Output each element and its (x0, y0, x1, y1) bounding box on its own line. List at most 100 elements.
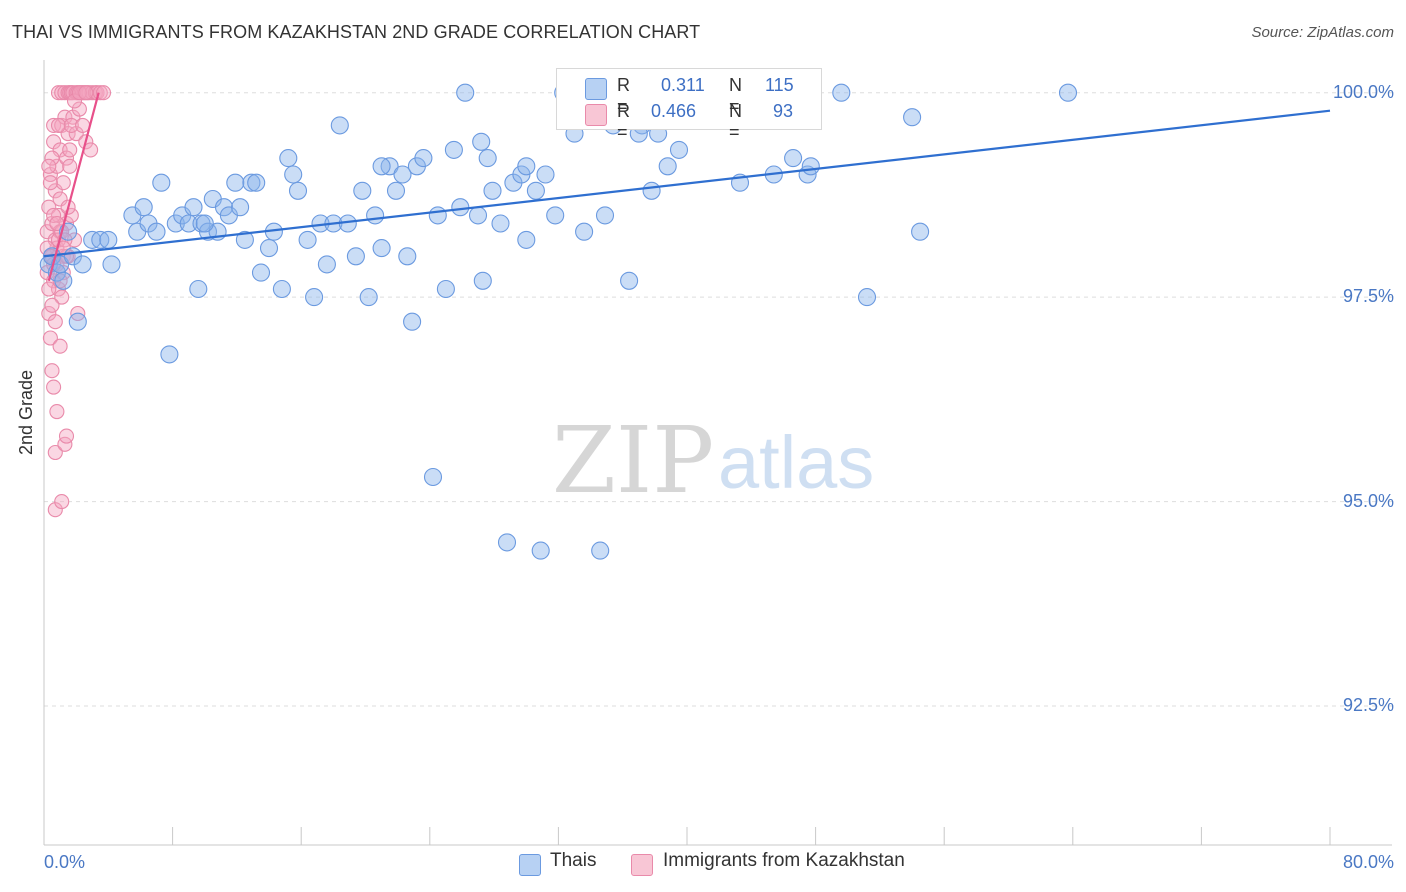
axes (43, 60, 1392, 846)
trend-lines (43, 92, 1331, 282)
thais-point-112 (372, 157, 391, 176)
legend-stats-box: R = 0.311 N = 115 R = 0.466 N = 93 (556, 68, 822, 142)
thais-point-64 (436, 279, 455, 299)
kazakhstan-point-76 (41, 158, 57, 174)
thais-point-19 (160, 345, 179, 364)
kazakhstan-point-78 (47, 314, 63, 330)
kazakhstan-point-12 (46, 379, 62, 395)
kazakhstan-point-14 (47, 183, 63, 199)
thais-point-56 (386, 181, 406, 200)
kazakhstan-point-66 (41, 281, 57, 297)
thais-point-76 (517, 230, 536, 249)
thais-point-18 (152, 173, 171, 192)
thais-point-114 (517, 157, 536, 176)
legend-swatch-kazakhstan (585, 104, 607, 126)
thais-point-70 (478, 149, 497, 168)
kazakhstan-point-69 (46, 207, 62, 223)
thais-point-46 (317, 255, 336, 274)
thais-point-101 (784, 149, 803, 168)
thais-point-77 (526, 181, 545, 200)
thais-point-53 (366, 206, 385, 225)
kazakhstan-point-5 (42, 330, 58, 346)
legend-n-value-thais: 115 (765, 75, 794, 95)
thais-point-33 (235, 230, 254, 249)
legend-swatch-thais (585, 78, 607, 100)
thais-point-108 (1058, 83, 1078, 102)
legend-n-label: N = (729, 101, 742, 142)
kazakhstan-point-64 (95, 85, 112, 101)
legend-r-value-thais: 0.311 (661, 75, 705, 95)
thais-point-59 (403, 312, 422, 331)
thais-point-41 (284, 165, 303, 184)
thais-point-63 (428, 206, 447, 225)
legend-n-value-kazakhstan: 93 (773, 101, 794, 121)
thais-point-109 (472, 132, 491, 151)
thais-point-62 (423, 467, 443, 487)
kazakhstan-point-92 (75, 117, 91, 133)
thais-point-22 (179, 214, 198, 233)
legend-n-label: N = (729, 75, 742, 116)
thais-point-12 (102, 255, 121, 274)
bottom-legend-label-kazakhstan: Immigrants from Kazakhstan (663, 850, 905, 871)
thais-point-79 (536, 165, 555, 184)
thais-point-104 (832, 83, 851, 102)
thais-point-23 (184, 198, 203, 217)
kazakhstan-point-10 (46, 117, 62, 133)
chart-source: Source: ZipAtlas.com (1251, 24, 1394, 41)
bottom-legend-swatch-thais (519, 854, 541, 876)
thais-point-66 (451, 198, 470, 217)
thais-point-50 (346, 247, 365, 266)
thais-point-36 (251, 263, 271, 282)
legend-r-label: R = (617, 75, 630, 116)
thais-point-93 (658, 157, 677, 176)
thais-point-83 (575, 222, 594, 241)
chart-title: THAI VS IMMIGRANTS FROM KAZAKHSTAN 2ND G… (12, 22, 701, 42)
thais-point-85 (591, 541, 610, 560)
kazakhstan-point-60 (84, 85, 100, 101)
kazakhstan-point-15 (47, 444, 63, 461)
kazakhstan-point-67 (42, 175, 58, 191)
thais-point-67 (456, 83, 475, 102)
thais-point-7 (68, 312, 87, 331)
kazakhstan-point-77 (44, 297, 60, 313)
thais-point-103 (801, 157, 820, 176)
thais-point-107 (911, 222, 930, 241)
kazakhstan-point-37 (58, 428, 75, 444)
thais-point-37 (259, 239, 279, 258)
trend-line-thais (43, 109, 1331, 258)
thais-point-34 (242, 173, 261, 192)
thais-point-15 (134, 198, 153, 217)
thais-point-54 (372, 239, 391, 258)
kazakhstan-point-17 (49, 158, 65, 174)
kazakhstan-point-2 (41, 199, 57, 215)
thais-point-43 (298, 230, 317, 249)
y-tick-label-2: 95.0% (1342, 490, 1394, 511)
thais-point-80 (546, 206, 565, 225)
thais-point-8 (73, 255, 92, 274)
kazakhstan-point-30 (55, 175, 71, 191)
kazakhstan-point-29 (54, 494, 70, 510)
thais-point-4 (54, 271, 73, 290)
watermark-atlas: atlas (718, 421, 874, 504)
kazakhstan-point-42 (62, 158, 78, 174)
thais-point-69 (473, 271, 492, 290)
thais-point-106 (903, 108, 922, 127)
trend-line-kazakhstan (47, 92, 100, 282)
x-tick-max: 80.0% (1342, 852, 1394, 872)
thais-point-11 (99, 230, 118, 249)
thais-point-35 (247, 173, 266, 192)
thais-point-52 (359, 288, 378, 307)
thais-point-65 (444, 140, 463, 159)
kazakhstan-point-83 (63, 117, 79, 133)
thais-point-78 (531, 541, 550, 560)
thais-point-57 (393, 165, 412, 184)
legend-r-label: R = (617, 101, 630, 142)
thais-point-94 (669, 140, 689, 159)
thais-point-44 (305, 288, 324, 307)
bottom-legend-swatch-kazakhstan (631, 854, 653, 876)
kazakhstan-point-25 (52, 338, 68, 354)
kazakhstan-point-28 (54, 289, 70, 305)
series-kazakhstan-points (39, 85, 112, 518)
kazakhstan-point-75 (62, 142, 78, 158)
